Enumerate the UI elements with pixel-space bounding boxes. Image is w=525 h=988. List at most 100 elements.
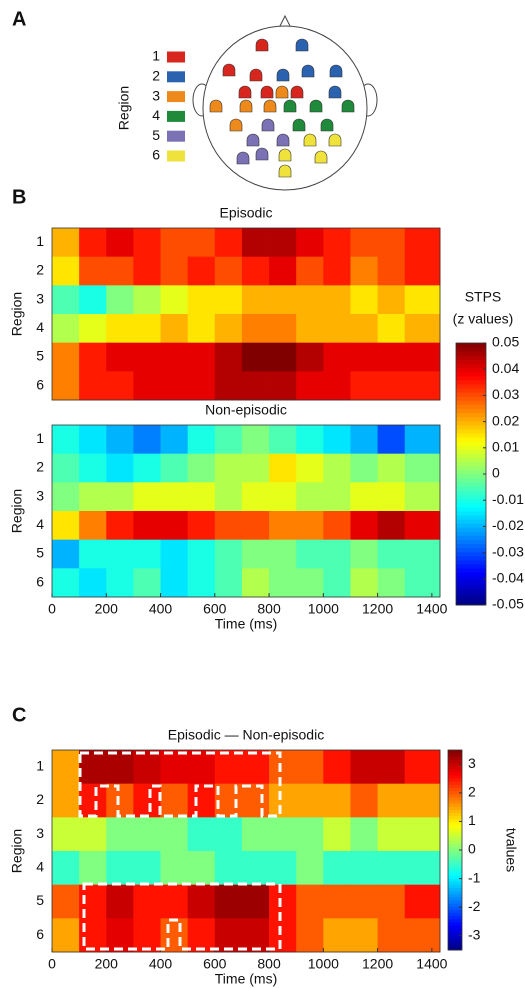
colorbar-segment [448, 756, 462, 760]
electrode [255, 147, 269, 161]
heatmap-cell [106, 750, 134, 785]
x-tick-label: 800 [257, 956, 281, 972]
heatmap-cell [296, 750, 324, 785]
heatmap-cell [160, 285, 189, 315]
electrode [309, 99, 323, 113]
colorbar-segment [456, 461, 486, 467]
heatmap-cell [187, 568, 216, 598]
heatmap-cell [133, 750, 161, 785]
electrode [328, 85, 342, 99]
electrode [261, 118, 275, 132]
heatmap-cell [52, 228, 80, 258]
x-label: Time (ms) [215, 971, 277, 987]
legend-label: 6 [152, 147, 160, 163]
heatmap-cell [323, 539, 351, 569]
heatmap-cell [79, 750, 107, 785]
colorbar-segment [448, 946, 462, 951]
heatmap-cell [269, 425, 297, 455]
heatmap-cell [133, 568, 161, 598]
x-tick-label: 1400 [416, 956, 447, 972]
electrodes [209, 38, 355, 178]
colorbar-segment [456, 543, 486, 549]
heatmap-cell [106, 256, 134, 286]
colorbar-segment [456, 437, 486, 442]
electrode [238, 85, 252, 99]
heatmap-cell [269, 342, 297, 372]
y-tick-label: 3 [36, 487, 44, 503]
x-tick-label: 1000 [308, 601, 339, 617]
heatmap-cell [377, 783, 406, 818]
heatmap-cell [296, 539, 324, 569]
colorbar-segment [448, 896, 462, 901]
heatmap-cell [214, 817, 243, 852]
heatmap-cell [323, 884, 351, 919]
colorbar-segment [456, 494, 486, 500]
colorbar-segment [448, 793, 462, 798]
colorbar-segment [456, 523, 486, 528]
heatmap-cell [323, 851, 351, 886]
heatmap-cell [52, 511, 80, 541]
colorbar-segment [448, 828, 462, 832]
heatmap-cell [160, 256, 189, 286]
heatmap-cell [241, 453, 270, 483]
colorbar-segment [448, 925, 462, 929]
heatmap-cell [52, 750, 80, 785]
colorbar-segment [448, 818, 462, 823]
colorbar-segment [456, 559, 486, 565]
y-tick-label: 2 [36, 791, 44, 807]
x-tick-label: 0 [48, 956, 56, 972]
colorbar-tick-label: 0.01 [492, 439, 519, 455]
electrode [263, 99, 277, 113]
heatmap-cell [214, 371, 243, 401]
colorbar-segment [456, 400, 486, 405]
colorbar-segment [448, 859, 462, 863]
heatmap-cell [350, 511, 378, 541]
heatmap-cell [350, 228, 378, 258]
heatmap-cell [404, 453, 441, 483]
colorbar-segment [456, 490, 486, 495]
heatmap-cell [269, 371, 297, 401]
heatmap-cell [106, 342, 134, 372]
heatmap-cell [160, 568, 189, 598]
heatmap-cell [323, 314, 351, 344]
heatmap-cell [296, 314, 324, 344]
colorbar-segment [448, 837, 462, 842]
colorbar-segment [448, 893, 462, 898]
colorbar-segment [456, 412, 486, 418]
legend-label: 5 [152, 127, 160, 143]
heatmap-cell [404, 918, 441, 953]
heatmap-cell [187, 884, 216, 919]
heatmap-cell [241, 750, 270, 785]
colorbar-segment [456, 441, 486, 446]
electrode [292, 118, 306, 132]
heatmap-cell [296, 425, 324, 455]
y-label: Region [9, 489, 25, 533]
x-tick-label: 200 [95, 601, 119, 617]
electrode [314, 150, 328, 164]
heatmap-cell [241, 342, 270, 372]
colorbar-segment [448, 812, 462, 817]
heatmap-cell [133, 539, 161, 569]
heatmap-cell [79, 342, 107, 372]
heatmap-cell [187, 482, 216, 512]
heatmap-cell [79, 228, 107, 258]
heatmap-cell [296, 568, 324, 598]
heatmap-cell [214, 750, 243, 785]
electrode [341, 99, 355, 113]
heatmap-cell [133, 256, 161, 286]
heatmap-cell [377, 851, 406, 886]
y-tick-label: 3 [36, 290, 44, 306]
heatmap-cell [377, 371, 406, 401]
heatmap-cell [323, 256, 351, 286]
heatmap-cell [79, 539, 107, 569]
heatmap-cell [160, 482, 189, 512]
colorbar-segment [456, 420, 486, 426]
heatmap-cell [377, 453, 406, 483]
heatmap-cell [241, 851, 270, 886]
colorbar-tick-label: 0.04 [492, 360, 519, 376]
heatmap-cell [404, 750, 441, 785]
colorbar-segment [456, 478, 486, 483]
heatmap-cell [377, 568, 406, 598]
heatmap-cell [187, 539, 216, 569]
colorbar-segment [456, 600, 486, 606]
